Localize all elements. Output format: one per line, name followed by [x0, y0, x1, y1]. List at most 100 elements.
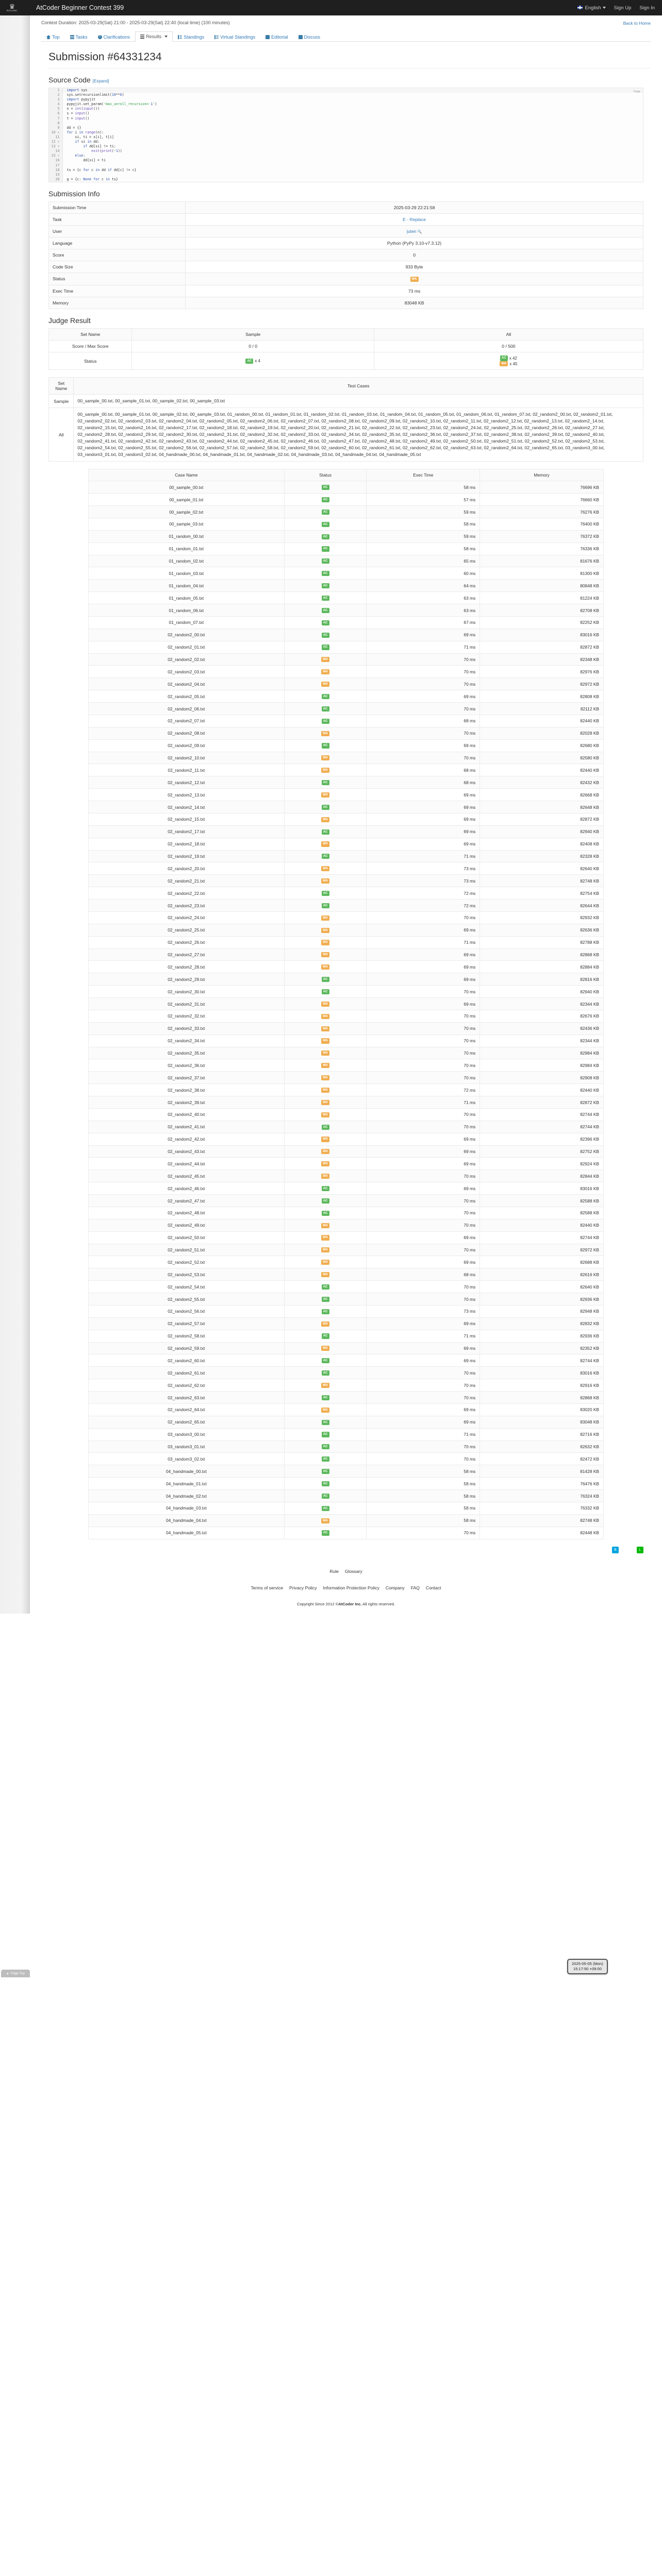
status-badge: AC	[321, 989, 329, 995]
timestamp-tooltip: 2025-05-05 (Mon) 15:17:50 +09:00	[567, 1959, 608, 1974]
nav-tab-label: Virtual Standings	[220, 35, 255, 40]
code-line-text: import sys	[67, 88, 88, 92]
case-row: 02_random2_45.txt WA 70 ms 82844 KB	[88, 1170, 604, 1183]
case-exec-time: 73 ms	[366, 862, 481, 875]
footer-link-contact[interactable]: Contact	[425, 1585, 441, 1590]
info-value[interactable]: juten 🔍	[185, 225, 643, 238]
search-icon[interactable]: 🔍	[416, 230, 422, 234]
status-badge: WA	[321, 1321, 330, 1327]
case-memory: 82872 KB	[479, 1096, 604, 1109]
case-name: 02_random2_56.txt	[88, 1304, 285, 1318]
case-name: 02_random2_25.txt	[88, 923, 285, 937]
footer-link-company[interactable]: Company	[385, 1585, 405, 1590]
case-name: 02_random2_59.txt	[88, 1342, 285, 1355]
case-memory: 82744 KB	[479, 1231, 604, 1244]
case-status: AC	[284, 690, 367, 703]
sign-in-link[interactable]: Sign In	[639, 5, 655, 11]
footer-link-terms-of-service[interactable]: Terms of service	[251, 1585, 284, 1590]
twitter-share-icon[interactable]: t	[623, 1548, 624, 1552]
case-row: 02_random2_57.txt WA 69 ms 82832 KB	[88, 1317, 604, 1330]
page-top-button[interactable]: ▲ Page Top	[1, 1970, 30, 1977]
footer-link-information-protection-policy[interactable]: Information Protection Policy	[323, 1585, 379, 1590]
case-exec-time: 70 ms	[366, 985, 481, 998]
brand-area[interactable]: ♛ AtCoder AtCoder Beginner Contest 399	[0, 0, 124, 15]
case-exec-time: 70 ms	[366, 702, 481, 715]
facebook-share-icon[interactable]: f	[631, 1548, 633, 1552]
case-name: 00_sample_00.txt	[88, 481, 285, 494]
language-selector[interactable]: English	[577, 5, 606, 11]
case-memory: 81676 KB	[479, 554, 604, 568]
sign-up-link[interactable]: Sign Up	[614, 5, 632, 11]
status-badge: AC	[321, 620, 329, 625]
nav-tab-label: Results	[146, 34, 162, 39]
case-status: WA	[284, 788, 367, 802]
line-share-icon[interactable]: L	[637, 1546, 643, 1553]
nav-tab-tasks[interactable]: Tasks	[65, 32, 93, 42]
code-line-number: 11	[49, 134, 63, 140]
nav-tab-label: Clarifications	[103, 35, 130, 40]
footer-link-glossary[interactable]: Glossary	[344, 1568, 362, 1574]
code-line-number: 6	[49, 111, 63, 116]
case-row: 03_random3_02.txt AC 70 ms 82472 KB	[88, 1452, 604, 1466]
user-link[interactable]: juten	[406, 228, 417, 234]
status-badge: AC	[321, 1481, 329, 1487]
atcoder-logo-icon[interactable]: ♛ AtCoder	[6, 2, 18, 12]
case-memory: 82648 KB	[479, 801, 604, 814]
case-status: WA	[284, 1009, 367, 1023]
task-link[interactable]: E - Replace	[403, 216, 426, 222]
nav-tab-results[interactable]: Results	[135, 31, 173, 42]
case-name: 02_random2_15.txt	[88, 812, 285, 826]
status-badge: AC	[321, 854, 329, 859]
nav-tab-label: Top	[52, 35, 60, 40]
nav-tab-discuss[interactable]: Discuss	[293, 32, 326, 42]
case-exec-time: 64 ms	[366, 579, 481, 592]
info-row: Code Size 933 Byte	[48, 260, 643, 273]
case-name: 02_random2_41.txt	[88, 1120, 285, 1133]
back-to-home-link[interactable]: Back to Home	[623, 21, 651, 26]
detail-header-cell: Exec Time	[366, 469, 481, 482]
copy-code-button[interactable]: Copy	[633, 90, 640, 93]
status-badge: AC	[321, 829, 329, 835]
case-row: 02_random2_02.txt WA 70 ms 82348 KB	[88, 653, 604, 666]
case-memory: 82936 KB	[479, 1293, 604, 1306]
status-badge: AC	[321, 1432, 329, 1437]
case-row: 02_random2_59.txt WA 69 ms 82352 KB	[88, 1342, 604, 1355]
code-line-text: s = input()	[67, 111, 90, 116]
arrow-up-icon: ▲	[6, 1972, 9, 1975]
case-status: AC	[284, 530, 367, 543]
info-value[interactable]: E - Replace	[185, 213, 643, 226]
nav-tab-top[interactable]: Top	[41, 32, 65, 42]
page-title: Submission #64331234	[48, 51, 651, 69]
nav-tab-standings[interactable]: Standings	[173, 32, 209, 42]
footer-link-privacy-policy[interactable]: Privacy Policy	[289, 1585, 317, 1590]
code-line: 11 si, ti = s[i], t[i]	[49, 134, 643, 140]
case-status: AC	[284, 1526, 367, 1539]
code-line-number: 18	[49, 167, 63, 173]
status-badge: AC	[321, 485, 329, 490]
expand-code-link[interactable]: [Expand]	[92, 79, 109, 83]
case-status: AC	[284, 604, 367, 617]
case-memory: 76336 KB	[479, 542, 604, 555]
case-row: 02_random2_08.txt WA 70 ms 82028 KB	[88, 726, 604, 740]
case-row: 00_sample_03.txt AC 58 ms 76400 KB	[88, 517, 604, 531]
info-row: Task E - Replace	[48, 213, 643, 226]
nav-tab-editorial[interactable]: Editorial	[260, 32, 293, 42]
hatena-share-icon[interactable]: B	[612, 1546, 619, 1553]
source-code-block[interactable]: Copy 1 import sys 2 sys.setrecursionlimit(1…	[48, 88, 643, 182]
case-memory: 82680 KB	[479, 739, 604, 752]
code-line: 2 sys.setrecursionlimit(10**6)	[49, 93, 643, 98]
case-name: 02_random2_48.txt	[88, 1206, 285, 1219]
nav-tab-clarifications[interactable]: ? Clarifications	[93, 32, 136, 42]
code-line: 6 s = input()	[49, 111, 643, 116]
status-badge: WA	[321, 1112, 330, 1117]
case-exec-time: 69 ms	[366, 948, 481, 961]
footer-link-faq[interactable]: FAQ	[410, 1585, 420, 1590]
footer-link-rule[interactable]: Rule	[329, 1568, 339, 1574]
case-memory: 82408 KB	[479, 837, 604, 851]
case-status: WA	[284, 923, 367, 937]
status-badge: WA	[321, 1260, 330, 1265]
case-memory: 82636 KB	[479, 923, 604, 937]
case-name: 02_random2_47.txt	[88, 1194, 285, 1207]
case-name: 03_random3_02.txt	[88, 1452, 285, 1466]
nav-tab-virtual-standings[interactable]: Virtual Standings	[209, 32, 260, 42]
